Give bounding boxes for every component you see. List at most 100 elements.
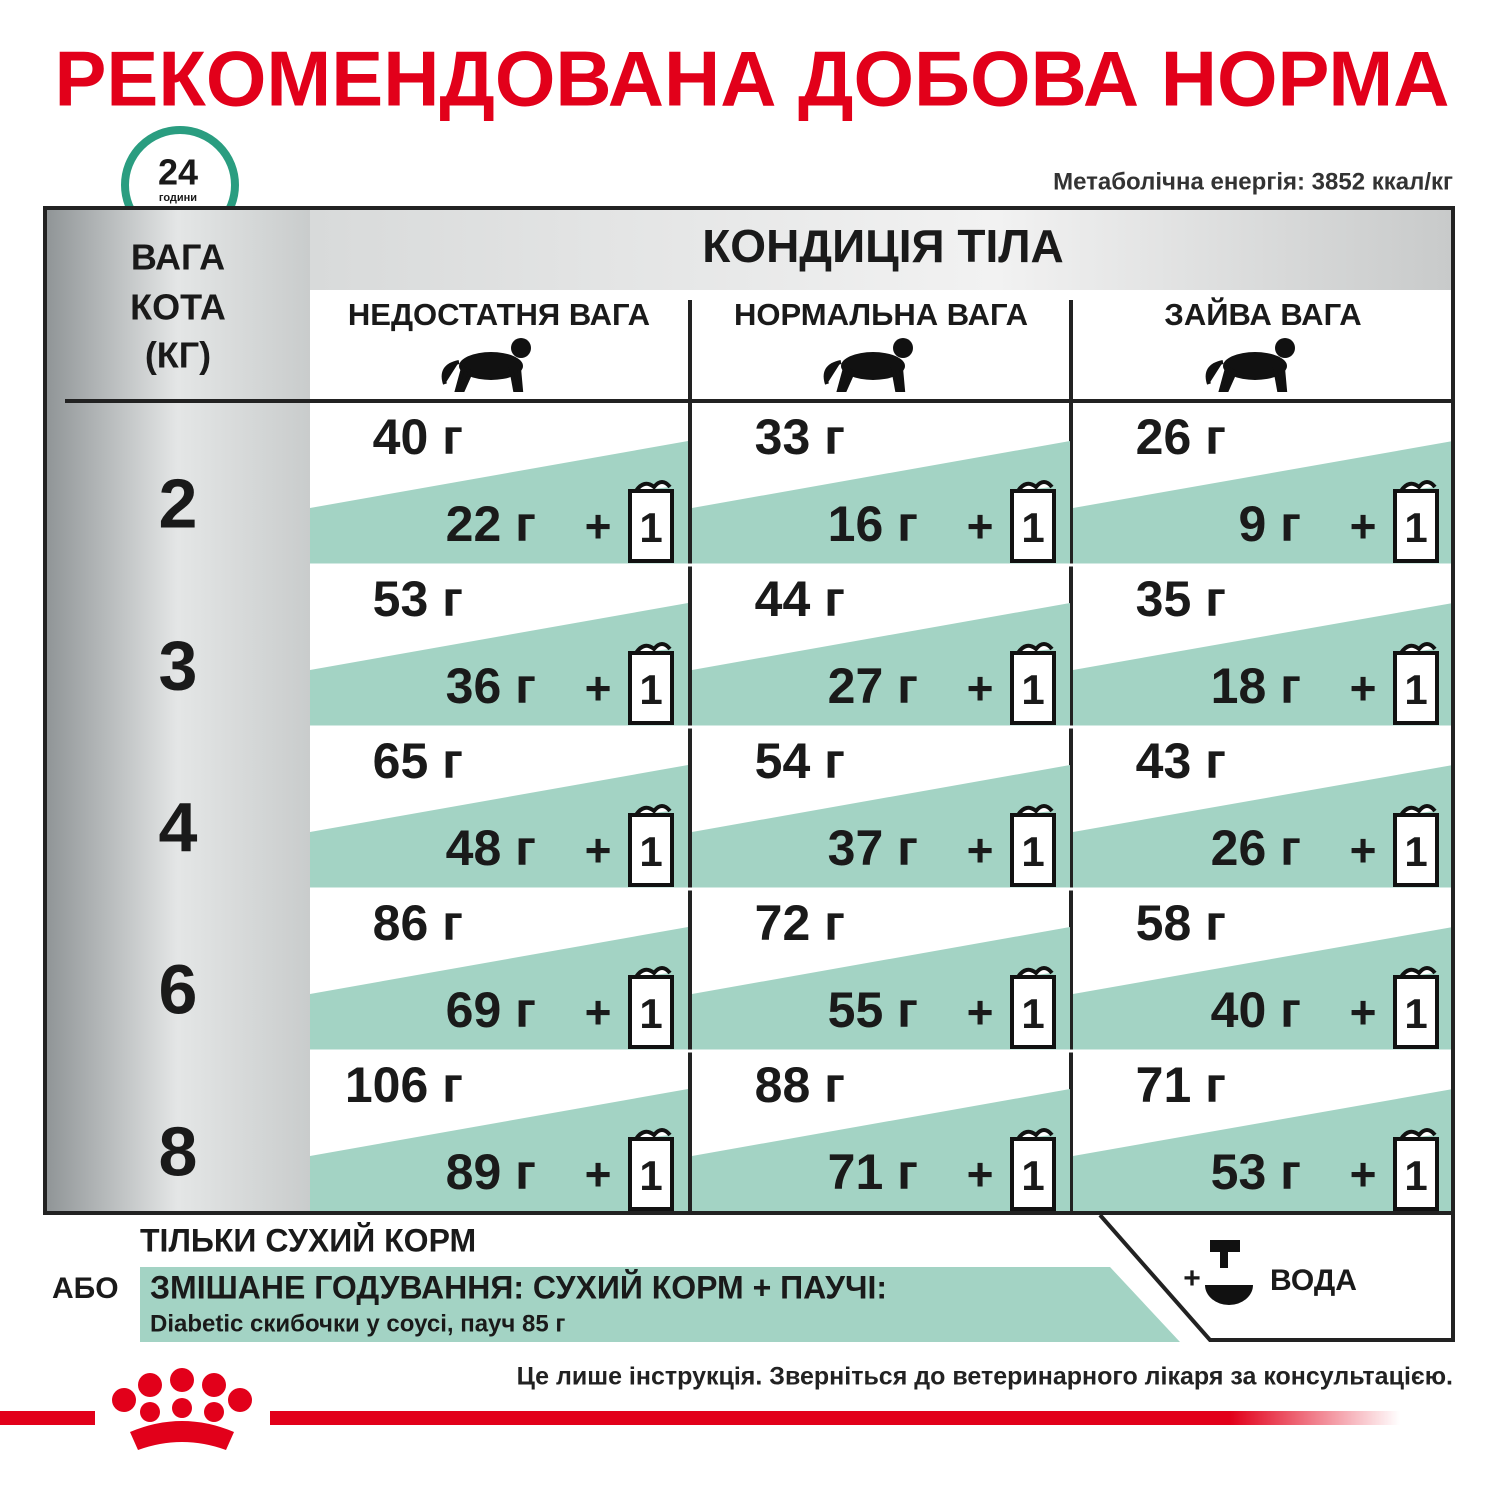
cell-band [310, 765, 688, 889]
pouch-count: 1 [1404, 1152, 1427, 1199]
cell-band [692, 441, 1070, 565]
table-border [43, 206, 1455, 1215]
pouch-count: 1 [1021, 666, 1044, 713]
mixed-amount: 37 г [828, 820, 918, 876]
pouch-count: 1 [1021, 1152, 1044, 1199]
cat-icon [1205, 338, 1295, 392]
mixed: ЗМІШАНЕ ГОДУВАННЯ: СУХИЙ КОРМ + ПАУЧІ: [150, 1269, 887, 1305]
cat-body [1223, 352, 1287, 380]
mixed-amount: 89 г [446, 1144, 536, 1200]
plus: + [1350, 500, 1377, 552]
plus: + [967, 1148, 994, 1200]
dry-amount: 106 г [345, 1057, 463, 1113]
cat-head [893, 338, 913, 358]
cat-head [511, 338, 531, 358]
pouch-icon [1393, 804, 1439, 887]
mixed-amount: 53 г [1211, 1144, 1301, 1200]
water-box [1098, 1213, 1455, 1342]
dry-amount: 86 г [373, 895, 463, 951]
pouch-count: 1 [639, 666, 662, 713]
dry-amount: 53 г [373, 571, 463, 627]
cell-band [692, 765, 1070, 889]
column-header: НОРМАЛЬНА ВАГА [734, 297, 1028, 332]
pouch-icon [628, 804, 674, 887]
mixed-band [140, 1267, 1180, 1342]
column-header: НЕДОСТАТНЯ ВАГА [348, 297, 650, 332]
pouch-icon [1010, 966, 1056, 1049]
weight-header: ВАГА [131, 237, 225, 278]
weight-header: (КГ) [145, 335, 211, 376]
plus: + [967, 986, 994, 1038]
dry-only: ТІЛЬКИ СУХИЙ КОРМ [140, 1222, 476, 1258]
dry-amount: 43 г [1136, 733, 1226, 789]
mixed-amount: 40 г [1211, 982, 1301, 1038]
dry-amount: 40 г [373, 409, 463, 465]
mixed-amount: 69 г [446, 982, 536, 1038]
dry-amount: 72 г [755, 895, 845, 951]
cell-band [692, 603, 1070, 727]
pouch-count: 1 [1021, 990, 1044, 1037]
plus: + [585, 500, 612, 552]
weight: 3 [159, 626, 198, 704]
header-band [310, 208, 1453, 290]
cat-head [1275, 338, 1295, 358]
cell-band [1073, 927, 1453, 1051]
plus: + [967, 824, 994, 876]
mixed-detail: Diabetic скибочки у соусі, пауч 85 г [150, 1310, 565, 1337]
cat-icon [441, 338, 531, 392]
mixed-amount: 9 г [1238, 496, 1301, 552]
cat-body [459, 352, 523, 380]
dry-amount: 88 г [755, 1057, 845, 1113]
cat-legs [1205, 360, 1288, 392]
mixed-amount: 16 г [828, 496, 918, 552]
plus: + [585, 824, 612, 876]
weight-header: КОТА [130, 287, 226, 328]
cell-band [310, 441, 688, 565]
plus: + [585, 1148, 612, 1200]
cell-band [310, 1089, 688, 1213]
cell-band [692, 927, 1070, 1051]
dry-amount: 44 г [755, 571, 845, 627]
cat-icon [823, 338, 913, 392]
plus: + [967, 662, 994, 714]
cell-band [310, 603, 688, 727]
pouch-icon [1010, 480, 1056, 563]
pouch-count: 1 [1021, 504, 1044, 551]
mixed-amount: 26 г [1211, 820, 1301, 876]
dry-amount: 35 г [1136, 571, 1226, 627]
pouch-icon [1010, 804, 1056, 887]
title: РЕКОМЕНДОВАНА ДОБОВА НОРМА [55, 35, 1450, 123]
red-line [270, 1411, 1400, 1425]
clock-label: години [159, 192, 197, 204]
plus: + [1350, 986, 1377, 1038]
weight: 6 [159, 950, 198, 1028]
cell-band [1073, 765, 1453, 889]
water: ВОДА [1270, 1264, 1357, 1297]
pouch-count: 1 [1404, 990, 1427, 1037]
mixed-amount: 27 г [828, 658, 918, 714]
logo [112, 1368, 252, 1450]
dry-amount: 54 г [755, 733, 845, 789]
mixed-amount: 48 г [446, 820, 536, 876]
pouch-count: 1 [639, 1152, 662, 1199]
water-icon [1205, 1240, 1253, 1305]
pouch-icon [628, 642, 674, 725]
plus: + [1350, 824, 1377, 876]
dry-amount: 26 г [1136, 409, 1226, 465]
pouch-icon [1393, 1128, 1439, 1211]
pouch-icon [628, 966, 674, 1049]
pouch-count: 1 [1404, 504, 1427, 551]
pouch-icon [1010, 1128, 1056, 1211]
dry-amount: 65 г [373, 733, 463, 789]
cat-body [841, 352, 905, 380]
pouch-icon [628, 480, 674, 563]
energy: Метаболічна енергія: 3852 ккал/кг [1053, 168, 1453, 195]
clock-number: 24 [158, 152, 198, 193]
column-header: ЗАЙВА ВАГА [1164, 296, 1361, 332]
dry-amount: 33 г [755, 409, 845, 465]
cell-band [1073, 1089, 1453, 1213]
cell-band [310, 927, 688, 1051]
cell-band [692, 1089, 1070, 1213]
weight: 2 [159, 464, 198, 542]
